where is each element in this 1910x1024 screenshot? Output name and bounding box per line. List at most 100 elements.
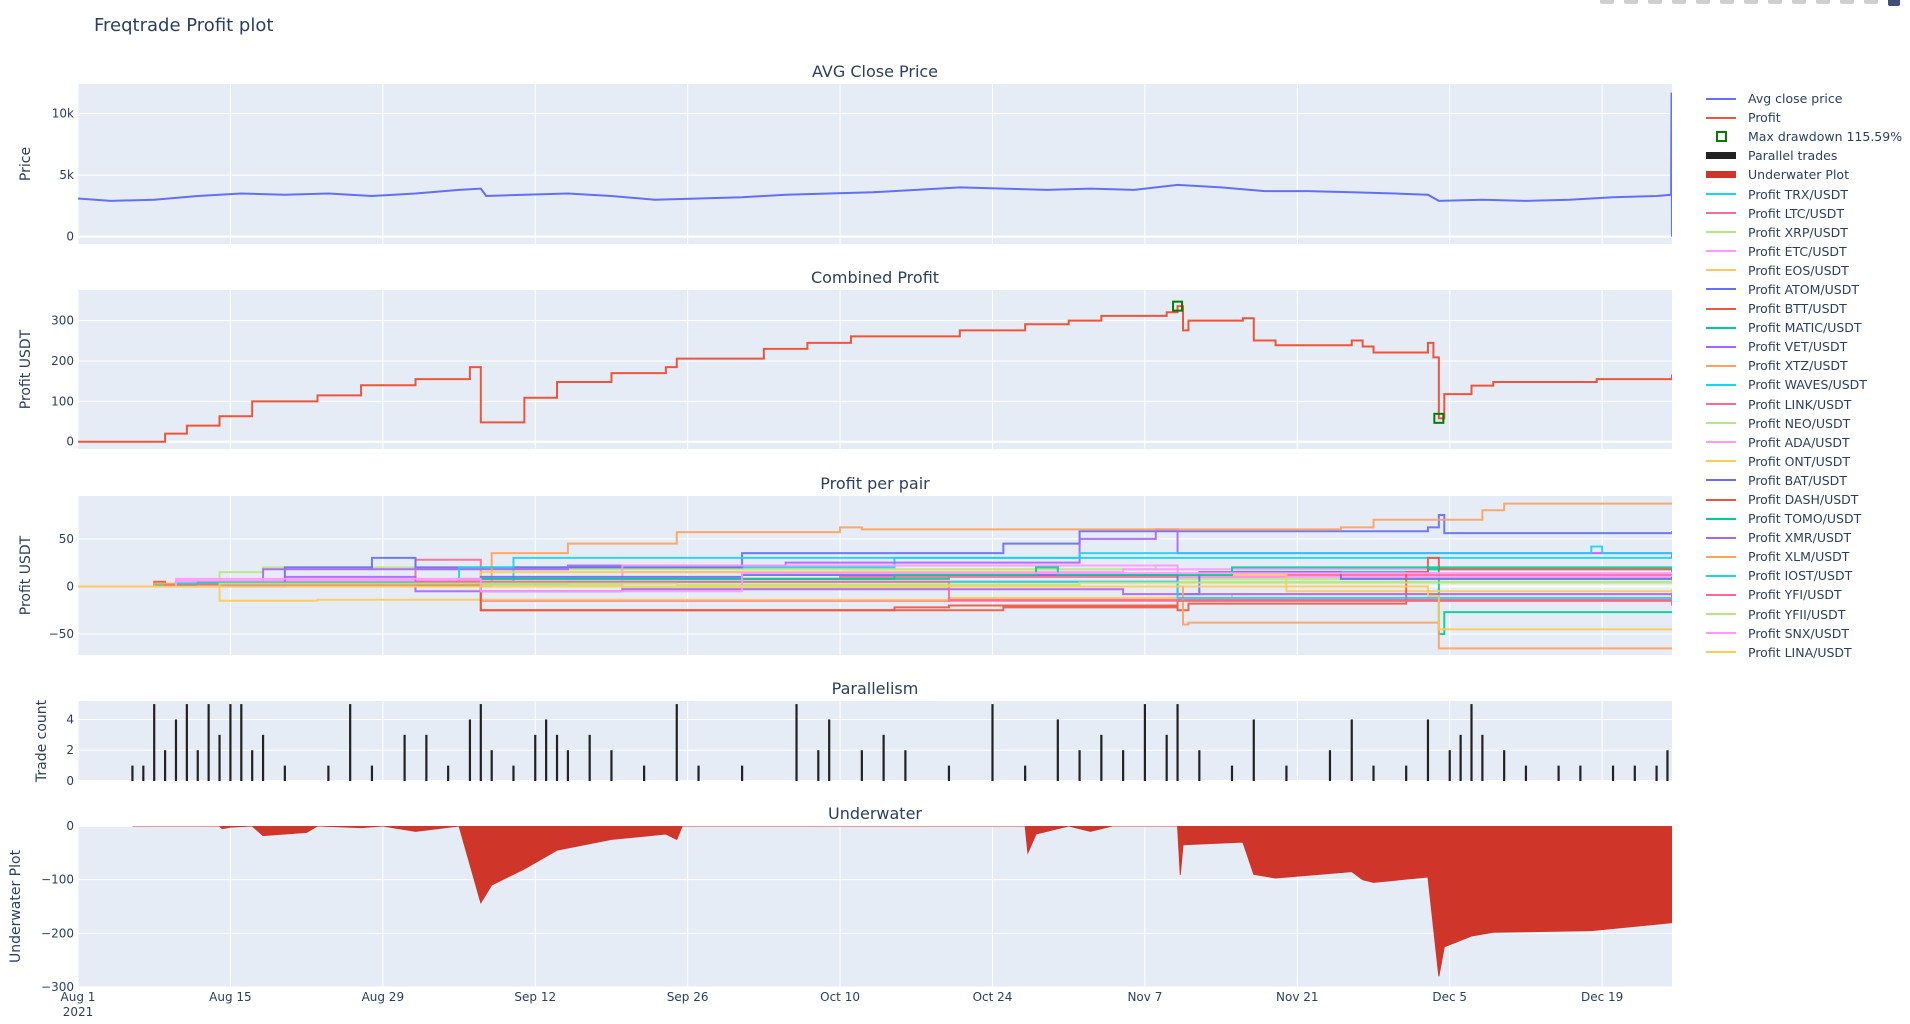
bar-parallel-trades[interactable] bbox=[1459, 734, 1462, 781]
bar-parallel-trades[interactable] bbox=[1372, 765, 1375, 781]
plot-area[interactable] bbox=[78, 84, 1672, 244]
lasso-icon[interactable] bbox=[1696, 0, 1710, 4]
legend-item[interactable]: Profit ONT/USDT bbox=[1706, 452, 1902, 471]
legend-item[interactable]: Profit IOST/USDT bbox=[1706, 566, 1902, 585]
pan-icon[interactable] bbox=[1648, 0, 1662, 4]
legend-item[interactable]: Profit ETC/USDT bbox=[1706, 242, 1902, 261]
bar-parallel-trades[interactable] bbox=[1176, 704, 1179, 781]
bar-parallel-trades[interactable] bbox=[1557, 765, 1560, 781]
bar-parallel-trades[interactable] bbox=[588, 734, 591, 781]
series-avg-close-price[interactable] bbox=[78, 92, 1672, 237]
hover-compare-icon[interactable] bbox=[1864, 0, 1878, 4]
bar-parallel-trades[interactable] bbox=[196, 750, 199, 781]
bar-parallel-trades[interactable] bbox=[882, 734, 885, 781]
bar-parallel-trades[interactable] bbox=[512, 765, 515, 781]
legend-item[interactable]: Max drawdown 115.59% bbox=[1706, 127, 1902, 146]
legend-item[interactable]: Profit XMR/USDT bbox=[1706, 528, 1902, 547]
bar-parallel-trades[interactable] bbox=[1655, 765, 1658, 781]
series-profit-xtz-usdt[interactable] bbox=[78, 502, 1672, 588]
series-profit-snx-usdt[interactable] bbox=[78, 572, 1672, 593]
bar-parallel-trades[interactable] bbox=[403, 734, 406, 781]
bar-parallel-trades[interactable] bbox=[153, 704, 156, 781]
bar-parallel-trades[interactable] bbox=[240, 704, 243, 781]
series-underwater-plot[interactable] bbox=[132, 826, 1672, 977]
bar-parallel-trades[interactable] bbox=[795, 704, 798, 781]
bar-parallel-trades[interactable] bbox=[555, 734, 559, 781]
bar-parallel-trades[interactable] bbox=[740, 765, 744, 781]
legend-item[interactable]: Profit ADA/USDT bbox=[1706, 433, 1902, 452]
bar-parallel-trades[interactable] bbox=[479, 704, 482, 781]
legend-item[interactable]: Parallel trades bbox=[1706, 146, 1902, 165]
bar-parallel-trades[interactable] bbox=[643, 765, 646, 781]
bar-parallel-trades[interactable] bbox=[1579, 765, 1582, 781]
legend-item[interactable]: Profit XRP/USDT bbox=[1706, 223, 1902, 242]
subplot-0[interactable]: 0 5k 10k AVG Close Price Price bbox=[18, 62, 1672, 244]
bar-parallel-trades[interactable] bbox=[1481, 734, 1484, 781]
bar-parallel-trades[interactable] bbox=[817, 750, 820, 781]
legend-item[interactable]: Profit LTC/USDT bbox=[1706, 204, 1902, 223]
bar-parallel-trades[interactable] bbox=[947, 765, 951, 781]
series-profit-vet-usdt[interactable] bbox=[78, 528, 1672, 588]
legend-item[interactable]: Profit DASH/USDT bbox=[1706, 490, 1902, 509]
bar-parallel-trades[interactable] bbox=[207, 704, 210, 781]
series-profit-dash-usdt[interactable] bbox=[78, 556, 1672, 612]
bar-parallel-trades[interactable] bbox=[1503, 750, 1506, 781]
bar-parallel-trades[interactable] bbox=[283, 765, 286, 781]
bar-parallel-trades[interactable] bbox=[1470, 704, 1473, 781]
spike-lines-icon[interactable] bbox=[1816, 0, 1830, 4]
legend-item[interactable]: Profit bbox=[1706, 108, 1902, 127]
bar-parallel-trades[interactable] bbox=[490, 750, 493, 781]
bar-parallel-trades[interactable] bbox=[174, 719, 178, 781]
bar-parallel-trades[interactable] bbox=[1448, 750, 1451, 781]
legend-item[interactable]: Profit LINK/USDT bbox=[1706, 395, 1902, 414]
bar-parallel-trades[interactable] bbox=[1405, 765, 1408, 781]
bar-parallel-trades[interactable] bbox=[185, 704, 188, 781]
bar-parallel-trades[interactable] bbox=[534, 734, 537, 781]
bar-parallel-trades[interactable] bbox=[1328, 750, 1332, 781]
box-select-icon[interactable] bbox=[1672, 0, 1686, 4]
bar-parallel-trades[interactable] bbox=[1426, 719, 1430, 781]
reset-axes-icon[interactable] bbox=[1792, 0, 1806, 4]
legend-item[interactable]: Profit WAVES/USDT bbox=[1706, 375, 1902, 394]
max-drawdown-marker[interactable] bbox=[1172, 300, 1184, 312]
bar-parallel-trades[interactable] bbox=[1100, 734, 1103, 781]
zoom-icon[interactable] bbox=[1624, 0, 1638, 4]
bar-parallel-trades[interactable] bbox=[142, 765, 145, 781]
subplot-1[interactable]: 0 100 200 300 Combined Profit Profit USDT bbox=[18, 268, 1672, 449]
legend-item[interactable]: Profit SNX/USDT bbox=[1706, 624, 1902, 643]
bar-parallel-trades[interactable] bbox=[1056, 719, 1059, 781]
hover-closest-icon[interactable] bbox=[1840, 0, 1854, 4]
bar-parallel-trades[interactable] bbox=[697, 765, 700, 781]
legend-item[interactable]: Profit YFII/USDT bbox=[1706, 605, 1902, 624]
bar-parallel-trades[interactable] bbox=[251, 750, 254, 781]
plot-area[interactable] bbox=[78, 290, 1672, 449]
bar-parallel-trades[interactable] bbox=[1524, 765, 1528, 781]
zoom-out-icon[interactable] bbox=[1744, 0, 1758, 4]
bar-parallel-trades[interactable] bbox=[991, 704, 994, 781]
legend-item[interactable]: Profit XLM/USDT bbox=[1706, 547, 1902, 566]
bar-parallel-trades[interactable] bbox=[1078, 750, 1081, 781]
bar-parallel-trades[interactable] bbox=[425, 734, 428, 781]
legend-item[interactable]: Profit LINA/USDT bbox=[1706, 643, 1902, 662]
camera-icon[interactable] bbox=[1600, 0, 1614, 4]
series-profit-waves-usdt[interactable] bbox=[78, 545, 1672, 588]
bar-parallel-trades[interactable] bbox=[1165, 734, 1168, 781]
max-drawdown-marker[interactable] bbox=[1433, 412, 1445, 424]
bar-parallel-trades[interactable] bbox=[1252, 719, 1255, 781]
bar-parallel-trades[interactable] bbox=[131, 765, 134, 781]
bar-parallel-trades[interactable] bbox=[1666, 750, 1669, 781]
series-profit-atom-usdt[interactable] bbox=[78, 514, 1672, 588]
bar-parallel-trades[interactable] bbox=[327, 765, 330, 781]
bar-parallel-trades[interactable] bbox=[1230, 765, 1234, 781]
bar-parallel-trades[interactable] bbox=[229, 704, 232, 781]
legend-item[interactable]: Profit NEO/USDT bbox=[1706, 414, 1902, 433]
legend-item[interactable]: Profit MATIC/USDT bbox=[1706, 318, 1902, 337]
bar-parallel-trades[interactable] bbox=[1024, 765, 1027, 781]
bar-parallel-trades[interactable] bbox=[545, 719, 548, 781]
bar-parallel-trades[interactable] bbox=[218, 734, 221, 781]
bar-parallel-trades[interactable] bbox=[1122, 750, 1125, 781]
bar-parallel-trades[interactable] bbox=[1611, 765, 1615, 781]
subplot-3[interactable]: 0 2 4 Parallelism Trade count bbox=[34, 679, 1672, 788]
bar-parallel-trades[interactable] bbox=[675, 704, 678, 781]
